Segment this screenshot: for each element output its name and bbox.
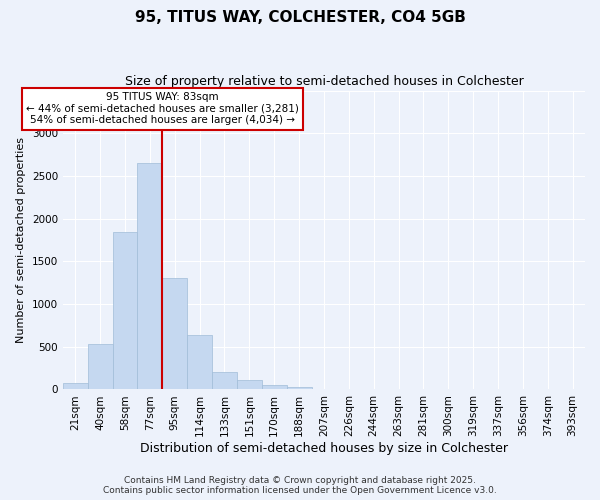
Title: Size of property relative to semi-detached houses in Colchester: Size of property relative to semi-detach… bbox=[125, 75, 523, 88]
Bar bbox=[137, 163, 163, 390]
X-axis label: Distribution of semi-detached houses by size in Colchester: Distribution of semi-detached houses by … bbox=[140, 442, 508, 455]
Text: 95, TITUS WAY, COLCHESTER, CO4 5GB: 95, TITUS WAY, COLCHESTER, CO4 5GB bbox=[134, 10, 466, 25]
Bar bbox=[113, 232, 137, 390]
Bar bbox=[187, 335, 212, 390]
Bar bbox=[262, 385, 287, 390]
Bar bbox=[212, 372, 237, 390]
Bar bbox=[63, 384, 88, 390]
Bar bbox=[88, 344, 113, 390]
Text: 95 TITUS WAY: 83sqm
← 44% of semi-detached houses are smaller (3,281)
54% of sem: 95 TITUS WAY: 83sqm ← 44% of semi-detach… bbox=[26, 92, 299, 126]
Y-axis label: Number of semi-detached properties: Number of semi-detached properties bbox=[16, 137, 26, 343]
Bar bbox=[163, 278, 187, 390]
Bar bbox=[287, 387, 311, 390]
Text: Contains HM Land Registry data © Crown copyright and database right 2025.
Contai: Contains HM Land Registry data © Crown c… bbox=[103, 476, 497, 495]
Bar bbox=[237, 380, 262, 390]
